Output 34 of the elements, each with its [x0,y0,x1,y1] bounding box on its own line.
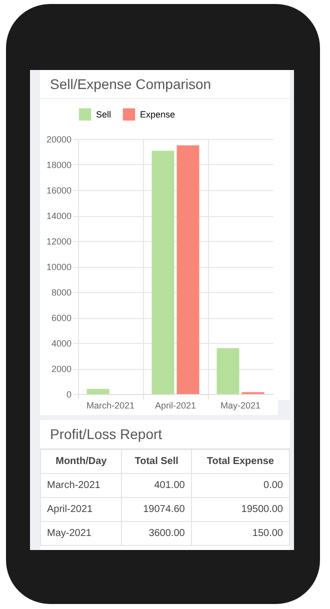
y-tick-label: 4000 [51,338,72,348]
text: 3600.00 [122,522,192,546]
x-tick-label: May-2021 [220,400,261,410]
text: 19500.00 [191,498,290,522]
text: 150.00 [191,522,290,546]
y-tick-label: 16000 [46,186,72,196]
legend-label: Sell [96,109,112,120]
y-tick-label: 20000 [46,134,72,144]
text: May-2021 [40,522,122,546]
y-tick-label: 14000 [46,211,72,221]
y-tick-label: 18000 [46,160,72,170]
legend-label: Expense [140,109,176,120]
text: Total Expense [191,450,290,474]
y-tick-label: 2000 [51,364,72,374]
y-tick-label: 12000 [46,236,72,246]
x-tick-label: March-2021 [86,400,135,410]
text: 0.00 [191,474,290,498]
text: 19074.60 [122,498,192,522]
y-tick-label: 0 [66,390,72,400]
y-tick-label: 10000 [46,262,72,272]
y-tick-label: 6000 [51,313,72,323]
bar [216,348,240,394]
text: March-2021 [40,474,122,498]
text: Profit/Loss Report [40,420,290,449]
y-tick-label: 8000 [51,288,72,298]
bar [176,145,200,394]
text: April-2021 [40,498,122,522]
text: Month/Day [40,450,122,474]
bar [152,150,174,394]
bar [86,388,110,394]
text: Total Sell [122,450,192,474]
x-tick-label: April-2021 [154,400,196,410]
text: 401.00 [122,474,192,498]
chart-title: Sell/Expense Comparison [40,70,290,99]
